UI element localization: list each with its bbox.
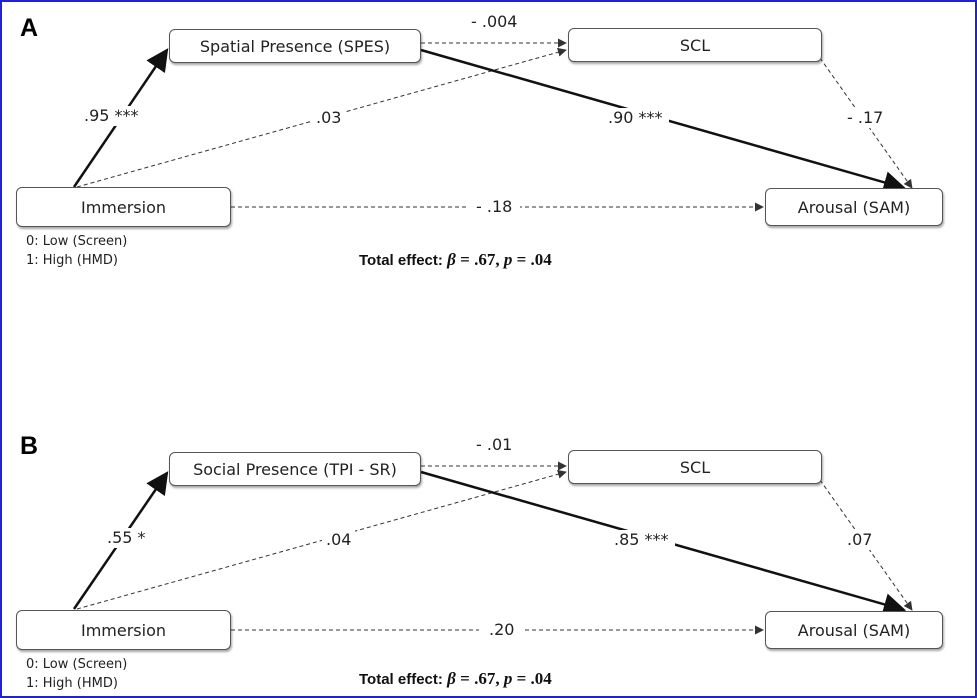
- a-label-scl-to-outcome: - .17: [844, 108, 887, 128]
- a-label-mediator-to-scl: - .004: [467, 12, 522, 32]
- panel-b-letter: B: [20, 432, 39, 460]
- a-coding-low: 0: Low (Screen): [26, 234, 128, 249]
- b-scl-box: SCL: [568, 450, 822, 484]
- b-mediator-box: Social Presence (TPI - SR): [169, 452, 421, 486]
- a-scl-box: SCL: [568, 28, 822, 62]
- a-label-immersion-to-mediator: .95 ***: [84, 106, 139, 126]
- b-label-mediator-to-outcome: .85 ***: [608, 530, 675, 550]
- b-total-effect-label: Total effect:: [359, 671, 443, 688]
- a-outcome-box: Arousal (SAM): [765, 188, 943, 226]
- b-label-scl-to-outcome: .07: [844, 530, 876, 550]
- b-coding-low: 0: Low (Screen): [26, 657, 128, 672]
- a-total-effect-p: .04: [530, 250, 552, 269]
- b-coding-high: 1: High (HMD): [26, 676, 118, 691]
- panel-b-paths: [72, 461, 913, 635]
- b-label-immersion-to-scl: .04: [322, 530, 356, 550]
- b-immersion-box: Immersion: [16, 610, 231, 650]
- b-total-effect: Total effect: β = .67, p = .04: [359, 669, 552, 688]
- a-total-effect: Total effect: β = .67, p = .04: [359, 250, 552, 269]
- panel-a-paths: [72, 38, 913, 212]
- a-label-immersion-to-outcome: - .18: [468, 197, 521, 217]
- b-immersion-coding: 0: Low (Screen) 1: High (HMD): [26, 655, 127, 693]
- a-label-mediator-to-outcome: .90 ***: [602, 108, 669, 128]
- b-label-immersion-to-outcome: .20: [479, 620, 525, 640]
- a-total-effect-label: Total effect:: [359, 252, 443, 269]
- b-total-effect-p: .04: [530, 669, 552, 688]
- a-total-effect-beta: .67: [474, 250, 496, 269]
- b-label-immersion-to-mediator: .55 *: [107, 528, 146, 548]
- panel-a-letter: A: [20, 14, 39, 42]
- b-total-effect-beta: .67: [474, 669, 496, 688]
- b-immersion-to-scl-path: [76, 469, 567, 610]
- b-label-mediator-to-scl: - .01: [472, 435, 517, 455]
- a-label-immersion-to-scl: .03: [312, 108, 346, 128]
- a-immersion-box: Immersion: [16, 187, 231, 227]
- a-immersion-coding: 0: Low (Screen) 1: High (HMD): [26, 232, 127, 270]
- a-coding-high: 1: High (HMD): [26, 253, 118, 268]
- b-outcome-box: Arousal (SAM): [765, 611, 943, 649]
- a-mediator-box: Spatial Presence (SPES): [169, 29, 421, 63]
